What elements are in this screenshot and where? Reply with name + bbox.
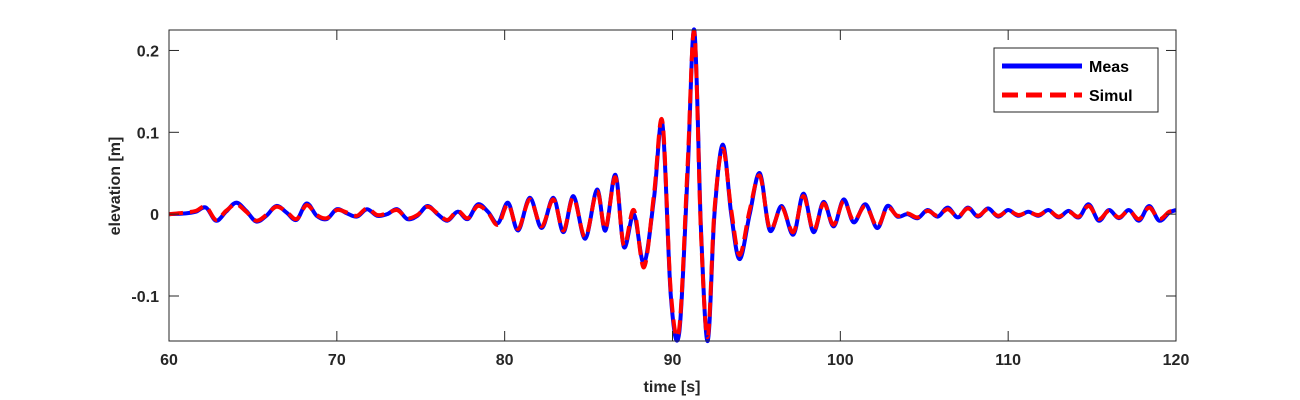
legend: Meas Simul xyxy=(993,47,1159,113)
x-axis: 60 70 80 90 100 110 120 xyxy=(160,30,1189,369)
y-tick-label: 0.2 xyxy=(137,43,159,60)
y-tick-label: 0 xyxy=(150,207,159,224)
x-tick-label: 90 xyxy=(664,352,682,369)
series-line-simul xyxy=(168,29,1177,339)
y-axis: -0.1 0 0.1 0.2 xyxy=(131,43,1176,306)
x-tick-label: 120 xyxy=(1163,352,1190,369)
series-layer xyxy=(168,27,1177,344)
x-tick-label: 110 xyxy=(995,352,1021,369)
y-tick-label: -0.1 xyxy=(131,289,159,306)
legend-label-meas: Meas xyxy=(1089,59,1129,76)
x-tick-label: 70 xyxy=(328,352,346,369)
legend-box xyxy=(993,47,1159,113)
x-tick-label: 80 xyxy=(496,352,514,369)
x-tick-label: 60 xyxy=(160,352,178,369)
legend-label-simul: Simul xyxy=(1089,88,1133,105)
y-tick-label: 0.1 xyxy=(137,125,159,142)
y-axis-label: elevation [m] xyxy=(107,137,124,236)
x-tick-label: 100 xyxy=(827,352,854,369)
x-axis-label: time [s] xyxy=(644,379,701,396)
